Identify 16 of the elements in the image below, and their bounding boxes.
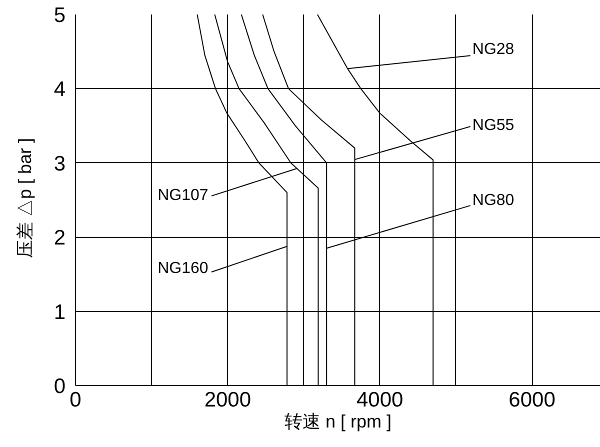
y-axis-title: 压差 △p [ bar ] <box>14 138 35 258</box>
x-tick-label: 6000 <box>508 388 556 412</box>
text: NG28 <box>472 41 514 58</box>
y-tick-label: 2 <box>54 226 66 250</box>
x-axis-title: 转速 n [ rpm ] <box>284 412 392 432</box>
text: NG55 <box>472 116 514 134</box>
y-tick-label: 5 <box>54 4 66 27</box>
y-tick-label: 1 <box>54 300 66 324</box>
y-tick-label: 3 <box>54 152 66 176</box>
x-tick-label: 4000 <box>356 388 404 412</box>
y-tick-label: 4 <box>54 78 66 102</box>
legend-label: NG160 <box>158 260 208 278</box>
text: NG80 <box>472 192 514 209</box>
x-tick-label: 2000 <box>204 388 252 412</box>
text: NG107 <box>158 187 208 204</box>
x-tick-label: 0 <box>70 388 82 412</box>
